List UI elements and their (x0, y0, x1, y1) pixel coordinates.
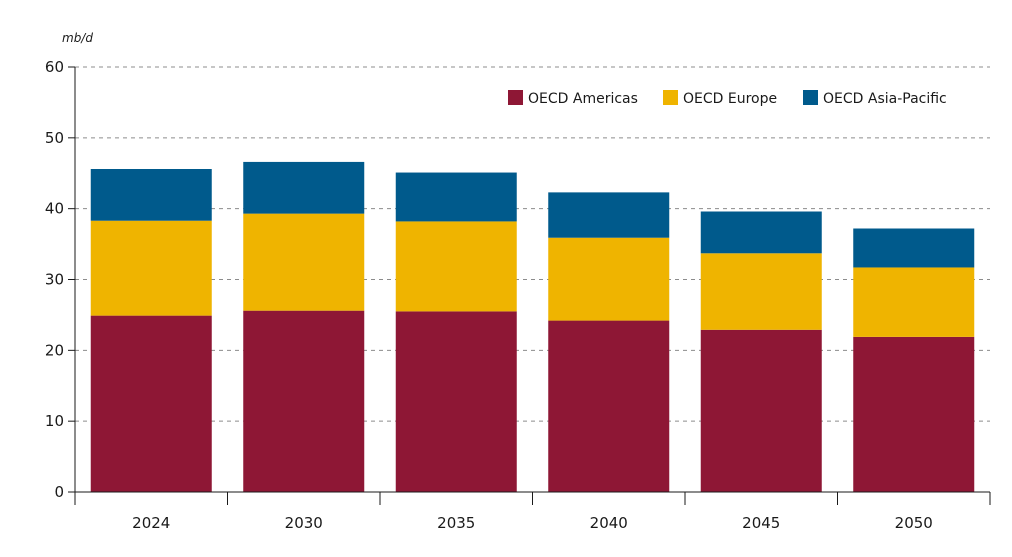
bar-segment-oecd-europe-2050 (853, 267, 975, 337)
x-tick-label: 2045 (742, 514, 780, 532)
y-tick-label: 0 (54, 483, 64, 501)
x-tick-label: 2030 (285, 514, 323, 532)
bar-segment-oecd-americas-2045 (700, 329, 822, 492)
y-axis-unit-label: mb/d (62, 31, 93, 45)
bar-segment-oecd-europe-2045 (700, 253, 822, 330)
bar-segment-oecd-asia-pacific-2040 (548, 192, 670, 238)
legend-label: OECD Asia-Pacific (823, 91, 947, 107)
y-tick-label: 20 (45, 341, 64, 359)
bar-segment-oecd-asia-pacific-2035 (395, 172, 517, 222)
bar-segment-oecd-asia-pacific-2045 (700, 211, 822, 254)
legend-swatch (803, 90, 818, 105)
gridlines (75, 66, 990, 422)
bar-segment-oecd-asia-pacific-2050 (853, 228, 975, 268)
bar-segment-oecd-europe-2035 (395, 221, 517, 312)
bar-segment-oecd-americas-2030 (243, 310, 365, 492)
legend-swatch (508, 90, 523, 105)
bars (90, 161, 975, 492)
x-tick-label: 2035 (437, 514, 475, 532)
x-tick-label: 2040 (590, 514, 628, 532)
bar-segment-oecd-europe-2024 (90, 220, 212, 316)
legend-label: OECD Europe (683, 91, 777, 107)
bar-segment-oecd-asia-pacific-2024 (90, 169, 212, 221)
legend: OECD Americas OECD Europe OECD Asia-Pacifi… (508, 90, 947, 107)
bar-segment-oecd-americas-2035 (395, 311, 517, 492)
bar-segment-oecd-europe-2030 (243, 213, 365, 311)
bar-segment-oecd-americas-2040 (548, 320, 670, 492)
x-tick-label: 2050 (895, 514, 933, 532)
y-tick-label: 30 (45, 271, 64, 289)
x-tick-label: 2024 (132, 514, 170, 532)
y-tick-label: 10 (45, 412, 64, 430)
bar-segment-oecd-europe-2040 (548, 237, 670, 321)
legend-label: OECD Americas (528, 91, 638, 107)
legend-swatch (663, 90, 678, 105)
bar-segment-oecd-americas-2050 (853, 336, 975, 492)
bar-segment-oecd-asia-pacific-2030 (243, 161, 365, 214)
y-tick-label: 40 (45, 200, 64, 218)
bar-segment-oecd-americas-2024 (90, 315, 212, 492)
y-tick-label: 60 (45, 58, 64, 76)
y-tick-label: 50 (45, 129, 64, 147)
